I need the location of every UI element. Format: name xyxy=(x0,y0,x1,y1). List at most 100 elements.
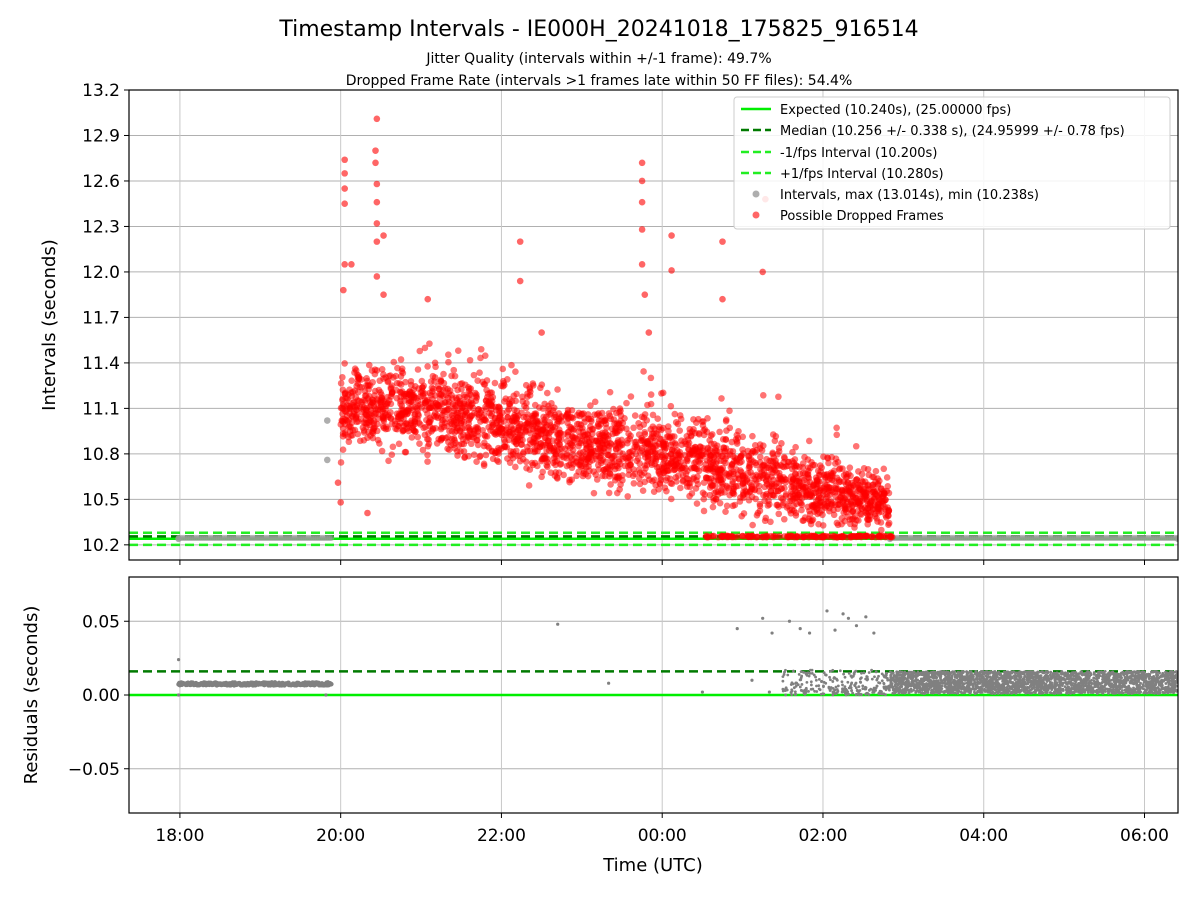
dropped-frame-point xyxy=(641,291,649,298)
dropped-frame-point xyxy=(488,423,496,431)
residual-point xyxy=(1110,678,1113,682)
dropped-frame-point xyxy=(384,378,392,386)
dropped-frame-point xyxy=(840,471,848,479)
interval-point xyxy=(328,535,335,542)
dropped-frame-point xyxy=(690,416,697,423)
dropped-frame-point xyxy=(706,455,714,463)
dropped-frame-point xyxy=(872,467,880,475)
dropped-frame-point xyxy=(473,458,480,466)
dropped-frame-point xyxy=(543,389,551,397)
dropped-frame-point xyxy=(392,372,400,380)
dropped-frame-point xyxy=(704,533,712,541)
dropped-frame-point xyxy=(476,369,483,377)
dropped-frame-point xyxy=(576,433,583,440)
top-y-tick-label: 11.1 xyxy=(82,399,120,419)
dropped-frame-point xyxy=(393,394,401,402)
residual-point xyxy=(910,690,913,693)
dropped-frame-point xyxy=(649,411,657,419)
interval-point xyxy=(323,456,331,464)
dropped-frame-point xyxy=(885,489,893,497)
dropped-frame-point xyxy=(745,496,753,504)
dropped-frame-point xyxy=(699,452,706,460)
dropped-frame-point xyxy=(373,220,381,227)
dropped-frame-point xyxy=(513,407,521,415)
dropped-frame-point xyxy=(659,441,666,449)
dropped-frame-point xyxy=(830,511,838,519)
dropped-frame-point xyxy=(393,379,401,387)
dropped-frame-point xyxy=(554,429,561,437)
dropped-frame-point xyxy=(719,295,726,303)
dropped-frame-point xyxy=(334,479,342,486)
dropped-frame-point xyxy=(522,427,529,435)
dropped-frame-point xyxy=(349,432,356,439)
dropped-frame-point xyxy=(603,424,610,432)
dropped-frame-point xyxy=(835,476,843,484)
dropped-frame-point xyxy=(365,361,373,369)
dropped-frame-point xyxy=(663,462,671,469)
dropped-frame-point xyxy=(887,533,895,541)
dropped-frame-point xyxy=(504,413,512,421)
dropped-frame-point xyxy=(421,344,429,352)
dropped-frame-point xyxy=(424,295,432,303)
dropped-frame-point xyxy=(880,465,888,473)
dropped-frame-point xyxy=(796,479,803,486)
dropped-frame-point xyxy=(473,391,480,398)
dropped-frame-point xyxy=(668,232,675,239)
dropped-frame-point xyxy=(504,424,511,431)
dropped-frame-point xyxy=(741,479,749,486)
dropped-frame-point xyxy=(799,469,807,477)
dropped-frame-point xyxy=(477,345,485,353)
dropped-frame-point xyxy=(352,414,360,421)
residual-point xyxy=(1011,681,1015,684)
dropped-frame-point xyxy=(587,417,595,425)
dropped-frame-point xyxy=(651,425,658,433)
residual-point xyxy=(909,670,913,674)
dropped-frame-point xyxy=(718,395,725,402)
dropped-frame-point xyxy=(762,492,770,499)
dropped-frame-point xyxy=(501,398,508,405)
dropped-frame-point xyxy=(546,419,554,426)
dropped-frame-point xyxy=(584,472,592,480)
dropped-frame-point xyxy=(788,478,795,485)
dropped-frame-point xyxy=(763,533,771,541)
residual-point xyxy=(1122,673,1126,677)
dropped-frame-point xyxy=(537,430,545,438)
dropped-frame-point xyxy=(852,494,859,502)
dropped-frame-point xyxy=(531,432,539,440)
dropped-frame-point xyxy=(456,427,464,434)
dropped-frame-point xyxy=(566,423,573,431)
dropped-frame-point xyxy=(774,533,781,541)
dropped-frame-point xyxy=(707,481,715,489)
dropped-frame-point xyxy=(636,480,644,488)
dropped-frame-point xyxy=(352,406,360,414)
dropped-frame-point xyxy=(611,458,618,466)
dropped-frame-point xyxy=(525,482,533,489)
dropped-frame-point xyxy=(518,440,525,448)
top-y-tick-label: 11.7 xyxy=(82,308,120,328)
dropped-frame-point xyxy=(693,500,701,507)
residual-point xyxy=(891,691,895,695)
residual-point xyxy=(1063,672,1067,676)
dropped-frame-point xyxy=(456,400,464,408)
top-y-tick-label: 10.2 xyxy=(82,536,120,556)
dropped-frame-point xyxy=(534,462,541,470)
dropped-frame-point xyxy=(400,408,407,416)
dropped-frame-point xyxy=(445,389,453,397)
dropped-frame-point xyxy=(580,448,587,456)
dropped-frame-point xyxy=(728,462,736,469)
dropped-frame-point xyxy=(675,472,682,479)
dropped-frame-point xyxy=(573,472,580,480)
dropped-frame-point xyxy=(482,451,490,459)
dropped-frame-point xyxy=(549,437,557,444)
dropped-frame-point xyxy=(350,398,358,406)
dropped-frame-point xyxy=(843,504,850,512)
dropped-frame-point xyxy=(676,412,684,419)
dropped-frame-point xyxy=(623,425,630,433)
dropped-frame-point xyxy=(782,476,790,483)
dropped-frame-point xyxy=(771,467,779,474)
dropped-frame-point xyxy=(640,368,647,375)
dropped-frame-point xyxy=(721,469,729,477)
dropped-frame-point xyxy=(372,405,379,413)
dropped-frame-point xyxy=(544,408,552,416)
dropped-frame-point xyxy=(373,427,381,435)
